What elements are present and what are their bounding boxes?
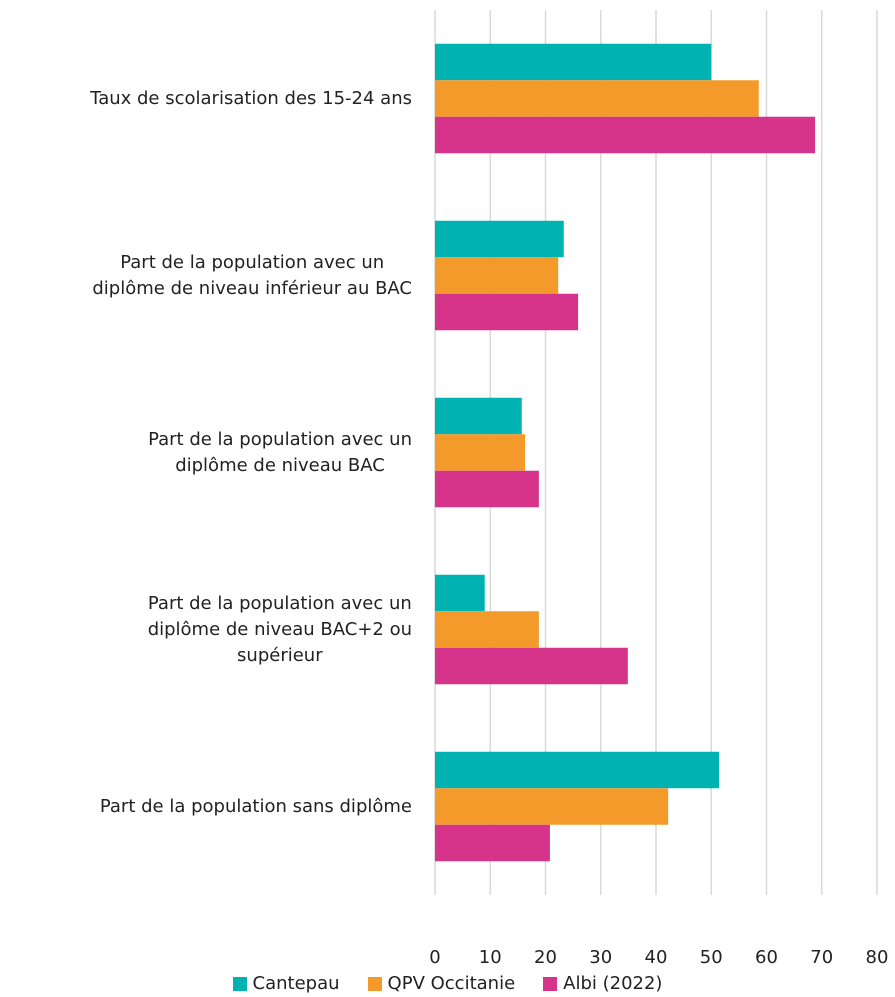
bar <box>435 43 712 81</box>
bar <box>435 293 579 331</box>
bar <box>435 470 539 508</box>
x-tick-label: 80 <box>866 947 889 968</box>
x-tick-label: 70 <box>810 947 833 968</box>
x-tick-label: 30 <box>589 947 612 968</box>
category-label: Part de la population avec un diplôme de… <box>148 428 412 476</box>
category-label: Part de la population sans diplôme <box>99 795 412 817</box>
legend-label: Albi (2022) <box>563 973 663 994</box>
bar <box>435 257 559 294</box>
category-label: Part de la population avec un diplôme de… <box>92 251 412 299</box>
legend-swatch <box>232 976 247 991</box>
legend-label: QPV Occitanie <box>387 973 516 994</box>
legend-item: QPV Occitanie <box>367 973 516 994</box>
x-tick-label: 10 <box>479 947 502 968</box>
bar <box>435 574 485 612</box>
bar <box>435 611 539 648</box>
x-tick-label: 60 <box>755 947 778 968</box>
x-tick-label: 40 <box>645 947 668 968</box>
bar <box>435 220 564 258</box>
legend-item: Cantepau <box>232 973 340 994</box>
x-tick-label: 0 <box>429 947 440 968</box>
legend: Cantepau QPV Occitanie Albi (2022) <box>0 973 895 994</box>
bar <box>435 116 816 154</box>
bar <box>435 824 550 862</box>
bar <box>435 434 526 471</box>
legend-swatch <box>543 976 558 991</box>
legend-item: Albi (2022) <box>543 973 662 994</box>
legend-label: Cantepau <box>252 973 340 994</box>
bar <box>435 397 522 435</box>
bar <box>435 80 759 117</box>
bar <box>435 647 628 685</box>
category-label: Part de la population avec un diplôme de… <box>147 592 412 666</box>
bar <box>435 788 669 825</box>
bar <box>435 751 719 789</box>
x-tick-label: 20 <box>534 947 557 968</box>
legend-swatch <box>367 976 382 991</box>
x-tick-label: 50 <box>700 947 723 968</box>
category-label: Taux de scolarisation des 15-24 ans <box>90 87 412 109</box>
